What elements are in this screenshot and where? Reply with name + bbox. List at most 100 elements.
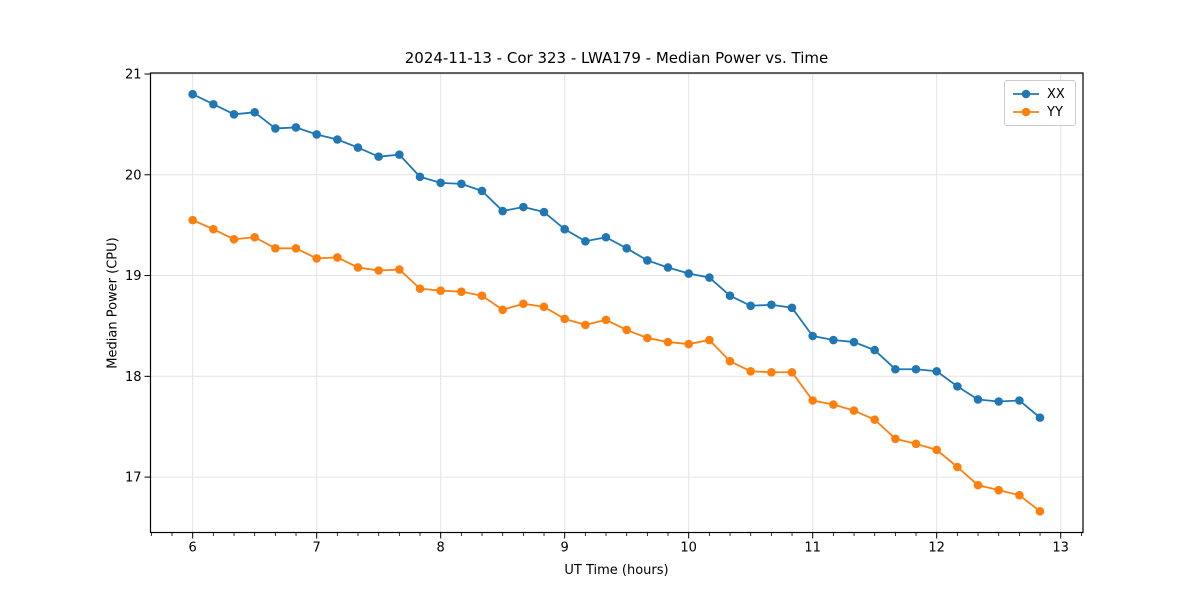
data-point (643, 333, 652, 343)
x-tick-label: 7 (313, 541, 321, 556)
y-tick-label: 17 (125, 471, 142, 486)
data-point (663, 337, 673, 347)
data-point (477, 291, 487, 300)
x-axis-label: UT Time (hours) (564, 563, 669, 578)
data-point (519, 299, 528, 309)
data-point (333, 135, 342, 144)
legend-entry-xx: XX (1011, 85, 1067, 103)
x-tick-label: 11 (804, 541, 821, 556)
data-point (601, 232, 611, 242)
data-point (829, 335, 838, 345)
x-tick-label: 10 (680, 541, 697, 556)
data-point (415, 172, 425, 182)
data-point (787, 303, 797, 313)
data-point (457, 179, 466, 189)
chart-title: 2024-11-13 - Cor 323 - LWA179 - Median P… (404, 49, 829, 67)
data-point (519, 202, 528, 212)
legend-label-xx: XX (1047, 86, 1065, 102)
data-point (808, 331, 817, 341)
y-tick-label: 19 (125, 269, 142, 284)
data-point (188, 89, 197, 99)
data-point (684, 339, 693, 349)
data-point (229, 234, 239, 244)
data-point (891, 364, 900, 374)
data-point (1015, 396, 1024, 405)
data-point (312, 254, 321, 263)
legend-line-marker-yy-icon (1013, 107, 1039, 117)
data-point (767, 300, 776, 310)
data-point (725, 356, 735, 366)
data-point (705, 273, 714, 282)
data-point (911, 364, 921, 374)
data-point (973, 395, 983, 404)
data-point (601, 315, 611, 325)
data-point (870, 345, 879, 355)
data-point (395, 265, 404, 274)
x-minor-ticks (150, 532, 1082, 536)
x-tick-label: 9 (561, 541, 569, 556)
axis-ticks (144, 73, 1062, 539)
data-point (787, 367, 797, 377)
data-point (953, 462, 962, 472)
series-yy (188, 215, 1045, 516)
data-point (581, 236, 590, 246)
plot-border (149, 72, 1084, 534)
data-point (374, 266, 383, 275)
x-tick-label: 8 (437, 541, 445, 556)
gridlines (150, 73, 1083, 533)
data-point (870, 415, 879, 424)
data-point (746, 366, 755, 376)
data-point (684, 269, 693, 278)
data-point (829, 400, 838, 409)
data-point (973, 480, 983, 490)
data-point (250, 232, 259, 242)
y-tick-label: 18 (125, 370, 142, 385)
data-point (395, 150, 404, 159)
data-point (725, 291, 735, 300)
data-point (1035, 413, 1045, 422)
data-point (808, 396, 817, 405)
data-point (271, 124, 280, 133)
data-point (643, 256, 652, 265)
data-point (539, 302, 549, 312)
data-point (436, 286, 445, 295)
data-point (188, 215, 197, 225)
legend: XX YY (1004, 80, 1076, 126)
data-point (436, 178, 445, 188)
data-point (209, 224, 218, 234)
data-point (291, 244, 301, 253)
y-tick-labels: 17 18 19 20 21 (125, 68, 142, 486)
data-point (1015, 490, 1024, 500)
data-point (581, 320, 590, 330)
data-point (250, 107, 259, 117)
data-point (457, 287, 466, 296)
data-point (291, 123, 301, 132)
data-point (746, 301, 755, 311)
data-point (891, 434, 900, 444)
data-point (229, 110, 239, 119)
data-point (994, 397, 1003, 406)
data-point (560, 224, 569, 234)
data-point (560, 314, 569, 324)
x-tick-labels: 6 7 8 9 10 11 12 13 (189, 541, 1069, 556)
data-point (209, 99, 218, 109)
data-point (932, 445, 941, 455)
data-point (994, 485, 1003, 495)
legend-label-yy: YY (1047, 104, 1063, 120)
data-point (539, 207, 549, 217)
data-point (932, 366, 941, 376)
data-point (705, 335, 714, 345)
legend-line-marker-xx-icon (1013, 89, 1039, 99)
data-point (622, 325, 631, 335)
data-point (849, 337, 859, 347)
data-point (767, 367, 776, 377)
data-point (498, 206, 507, 216)
series-yy-line (192, 219, 1041, 513)
series-xx (188, 89, 1045, 422)
data-point (353, 263, 363, 272)
data-point (953, 382, 962, 391)
legend-entry-yy: YY (1011, 103, 1067, 121)
x-tick-label: 6 (189, 541, 197, 556)
data-point (477, 186, 487, 196)
